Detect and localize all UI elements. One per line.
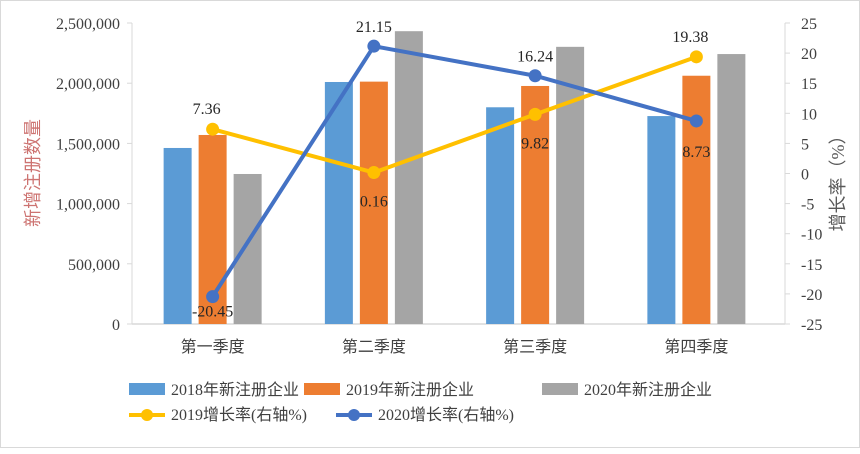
category-label: 第三季度 [503,338,567,356]
bar-3-4 [717,54,746,324]
line-point-2-4 [689,114,703,128]
legend-label: 2020年新注册企业 [584,381,712,399]
legend-marker [348,409,360,421]
right-tick-label: -5 [801,197,814,214]
bar-1-3 [486,107,515,324]
bar-3-1 [233,173,262,324]
legend-label: 2018年新注册企业 [171,381,299,399]
legend-swatch [304,383,340,395]
left-tick-label: 500,000 [68,257,120,274]
left-tick-label: 2,000,000 [56,76,120,93]
right-axis-title: 增长率（%） [828,127,848,232]
category-label: 第二季度 [342,338,406,356]
line-point-1-1 [206,122,220,136]
line-series-1 [212,54,698,175]
right-tick-label: 5 [801,136,809,153]
left-tick-label: 2,500,000 [56,16,120,33]
line-point-1-4 [689,50,703,64]
left-tick-label: 0 [112,317,120,334]
bar-1-2 [324,81,353,324]
data-label: -20.45 [192,304,233,321]
legend-marker [141,409,153,421]
bar-2-4 [682,75,711,324]
legend-swatch [129,383,165,395]
legend-swatch [542,383,578,395]
right-tick-label: 0 [801,167,809,184]
bar-1-4 [647,116,676,324]
legend-label: 2020增长率(右轴%) [378,406,514,424]
right-tick-label: 15 [801,76,817,93]
bar-3-3 [556,46,585,324]
line-series-2 [210,44,697,298]
right-tick-label: -10 [801,227,822,244]
right-tick-label: -25 [801,317,822,334]
right-tick-label: -20 [801,287,822,304]
line-point-2-2 [367,39,381,53]
legend-label: 2019增长率(右轴%) [171,406,307,424]
right-tick-label: 10 [801,106,817,123]
left-tick-label: 1,500,000 [56,136,120,153]
left-tick-label: 1,000,000 [56,197,120,214]
right-tick-label: -15 [801,257,822,274]
category-label: 第一季度 [181,338,245,356]
line-point-2-1 [206,290,220,304]
right-tick-label: 25 [801,16,817,33]
data-label: 19.38 [672,29,708,46]
data-label: 9.82 [521,135,549,152]
bar-2-2 [359,81,388,324]
line-point-2-3 [528,69,542,83]
data-label: 7.36 [193,101,221,118]
data-label: 21.15 [356,19,392,36]
data-label: 16.24 [517,49,553,66]
left-axis-title: 新增注册数量 [23,119,43,227]
category-label: 第四季度 [664,338,728,356]
line-point-1-3 [528,107,542,121]
legend-label: 2019年新注册企业 [346,381,474,399]
bar-2-3 [521,85,550,324]
line-point-1-2 [367,166,381,180]
bar-1-1 [163,147,192,324]
bar-3-2 [394,31,423,325]
data-label: 0.16 [360,194,388,211]
data-label: 8.73 [682,144,710,161]
right-tick-label: 20 [801,46,817,63]
